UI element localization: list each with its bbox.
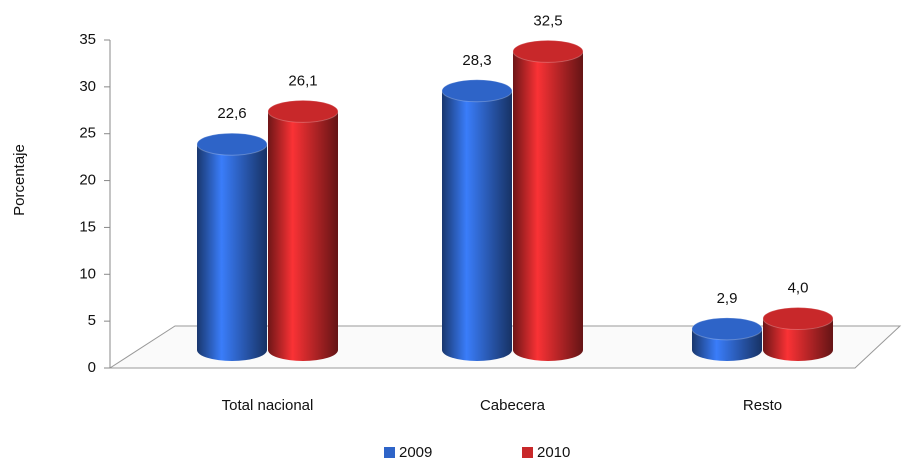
bar <box>268 111 338 361</box>
value-label: 32,5 <box>533 12 562 29</box>
bar <box>197 144 267 361</box>
y-axis-label: Porcentaje <box>11 144 28 216</box>
value-label: 26,1 <box>288 72 317 89</box>
bar-top <box>267 99 339 123</box>
bar-top <box>196 132 268 156</box>
legend-swatch <box>384 447 395 458</box>
x-tick-label: Resto <box>743 397 782 414</box>
y-tick-label: 0 <box>88 359 96 376</box>
x-tick-label: Total nacional <box>222 397 314 414</box>
value-label: 28,3 <box>462 52 491 69</box>
bar-top <box>691 317 763 341</box>
legend-swatch <box>522 447 533 458</box>
value-label: 2,9 <box>717 290 738 307</box>
legend-label: 2009 <box>399 444 432 461</box>
bar <box>763 318 833 361</box>
y-tick-label: 35 <box>79 31 96 48</box>
y-tick-label: 30 <box>79 78 96 95</box>
y-tick-label: 5 <box>88 312 96 329</box>
value-label: 4,0 <box>788 279 809 296</box>
bar-top <box>512 39 584 63</box>
y-tick-label: 25 <box>79 125 96 142</box>
x-tick-label: Cabecera <box>480 397 546 414</box>
bar <box>513 51 583 362</box>
bar-top <box>441 79 513 103</box>
y-tick-label: 10 <box>79 265 96 282</box>
legend-label: 2010 <box>537 444 570 461</box>
y-tick-label: 15 <box>79 218 96 235</box>
bar-top <box>762 307 834 331</box>
bar <box>442 90 512 361</box>
value-label: 22,6 <box>217 105 246 122</box>
y-tick-label: 20 <box>79 172 96 189</box>
